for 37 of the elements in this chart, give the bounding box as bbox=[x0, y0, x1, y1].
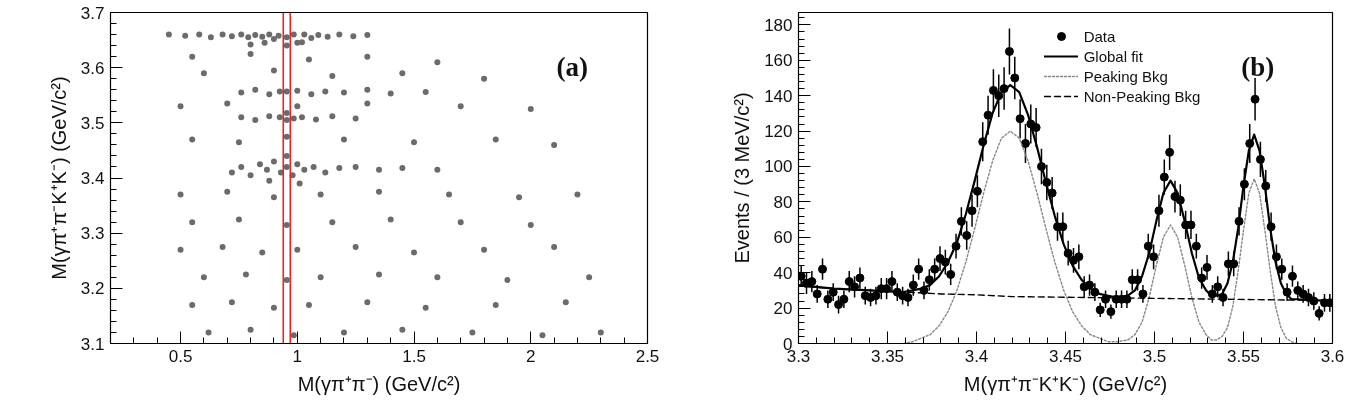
x-tick-label: 3.35 bbox=[870, 346, 905, 366]
y-tick-label: 120 bbox=[764, 122, 793, 142]
x-tick-label: 3.55 bbox=[1226, 346, 1261, 366]
y-tick-label: 3.5 bbox=[80, 113, 105, 133]
y-tick-label: 80 bbox=[773, 192, 793, 212]
x-axis-title: M(γπ⁺π⁻K⁺K⁻) (GeV/c²) bbox=[963, 372, 1168, 395]
legend-label: Peaking Bkg bbox=[1083, 66, 1168, 86]
y-tick-label: 3.4 bbox=[80, 169, 105, 188]
x-tick-label: 2.5 bbox=[635, 346, 660, 366]
y-tick-label: 3.6 bbox=[80, 58, 105, 78]
annotation: (a) bbox=[556, 52, 589, 83]
y-tick-label: 3.3 bbox=[80, 224, 105, 244]
legend-label: Non-Peaking Bkg bbox=[1083, 86, 1201, 106]
x-tick-label: 1 bbox=[292, 346, 303, 366]
y-tick-label: 3.2 bbox=[80, 279, 105, 299]
y-tick-label: 60 bbox=[773, 228, 793, 248]
y-axis-title: M(γπ⁺π⁻K⁺K⁻) (GeV/c²) bbox=[47, 76, 70, 280]
y-tick-label: 140 bbox=[764, 86, 793, 106]
y-tick-label: 3.7 bbox=[80, 3, 105, 23]
annotation: (b) bbox=[1241, 52, 1275, 83]
x-tick-label: 3.45 bbox=[1048, 346, 1083, 366]
y-tick-label: 40 bbox=[773, 263, 793, 283]
legend-label: Global fit bbox=[1083, 46, 1143, 66]
y-tick-label: 160 bbox=[764, 51, 793, 71]
x-tick-label: 2 bbox=[526, 346, 536, 366]
legend-label: Data bbox=[1083, 26, 1116, 46]
y-tick-label: 3.1 bbox=[80, 334, 105, 354]
y-tick-label: 180 bbox=[764, 15, 793, 35]
x-tick-label: 1.5 bbox=[402, 346, 426, 366]
y-tick-label: 100 bbox=[764, 157, 793, 177]
x-tick-label: 3.6 bbox=[1320, 346, 1345, 366]
x-tick-label: 0.5 bbox=[168, 346, 193, 366]
x-axis-title: M(γπ⁺π⁻) (GeV/c²) bbox=[297, 372, 461, 395]
x-tick-label: 3.5 bbox=[1142, 346, 1167, 366]
y-axis-title: Events / (3 MeV/c²) bbox=[731, 92, 754, 264]
x-tick-label: 3.4 bbox=[964, 346, 989, 366]
y-tick-label: 20 bbox=[773, 299, 793, 319]
